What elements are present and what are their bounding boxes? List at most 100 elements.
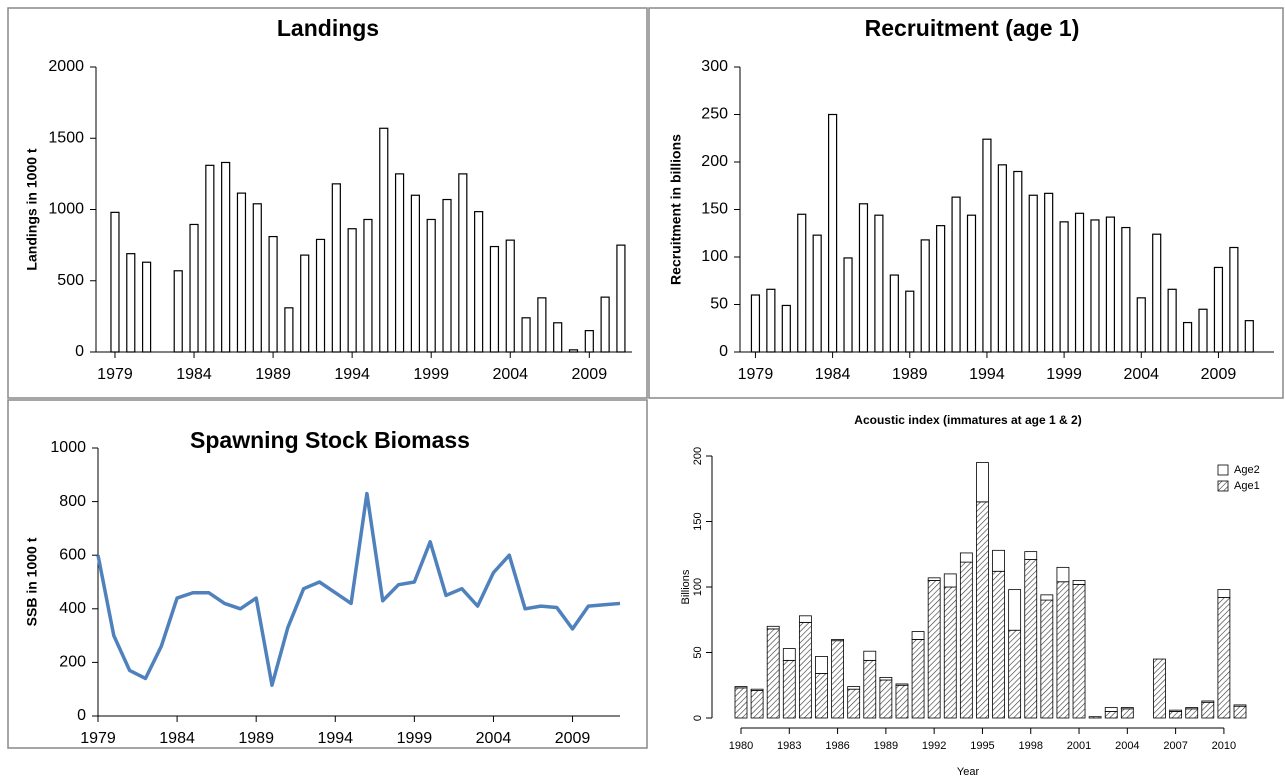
y-tick-label: 250 bbox=[701, 106, 728, 123]
bar bbox=[997, 164, 1007, 353]
bar-segment bbox=[879, 679, 893, 719]
bar-segment bbox=[1024, 559, 1038, 719]
bar bbox=[812, 234, 822, 353]
bar bbox=[141, 261, 152, 353]
bar bbox=[284, 307, 294, 353]
y-tick-label: 0 bbox=[719, 343, 728, 360]
x-tick-label: 1979 bbox=[97, 366, 133, 383]
bar-segment bbox=[1185, 707, 1199, 710]
bar bbox=[331, 183, 341, 353]
bar bbox=[1013, 170, 1023, 353]
bar-segment bbox=[943, 573, 957, 588]
x-tick-label: 2004 bbox=[476, 730, 512, 747]
bar-segment bbox=[766, 628, 780, 719]
bar bbox=[797, 213, 807, 353]
x-tick-label: 1999 bbox=[413, 366, 449, 383]
bar bbox=[584, 330, 594, 353]
bar bbox=[750, 294, 761, 353]
bar-segment bbox=[1072, 583, 1086, 719]
bar-segment bbox=[927, 580, 941, 719]
x-tick-label: 2004 bbox=[492, 366, 528, 383]
bar-segment bbox=[798, 615, 812, 623]
bar bbox=[410, 194, 420, 353]
x-tick-label: 1995 bbox=[970, 740, 994, 752]
x-tick-label: 1999 bbox=[397, 730, 433, 747]
bar bbox=[474, 211, 484, 353]
bar bbox=[828, 113, 838, 353]
bar bbox=[905, 290, 915, 353]
panel-frame bbox=[648, 7, 1284, 399]
bar-segment bbox=[1008, 629, 1022, 719]
x-tick-label: 1992 bbox=[922, 740, 946, 752]
bar-segment bbox=[847, 688, 861, 719]
bar-segment bbox=[863, 659, 877, 719]
bar-segment bbox=[1120, 707, 1134, 710]
y-axis-label: Billions bbox=[680, 569, 692, 604]
x-tick-label: 1984 bbox=[159, 730, 195, 747]
bar-segment bbox=[976, 462, 989, 503]
x-tick-label: 1989 bbox=[255, 366, 291, 383]
y-tick-label: 200 bbox=[59, 654, 86, 671]
x-tick-label: 2009 bbox=[555, 730, 591, 747]
bar-segment bbox=[1217, 589, 1231, 598]
bar bbox=[1028, 194, 1038, 353]
bar-segment bbox=[927, 577, 941, 581]
bar bbox=[781, 304, 791, 353]
bar bbox=[1229, 246, 1239, 353]
bar bbox=[568, 349, 579, 353]
bar-segment bbox=[911, 639, 925, 719]
bar-segment bbox=[1040, 599, 1054, 719]
chart-title: Landings bbox=[277, 15, 379, 41]
x-tick-label: 1979 bbox=[738, 366, 774, 383]
bar bbox=[951, 196, 961, 353]
bar-segment bbox=[895, 683, 909, 686]
bar bbox=[205, 164, 215, 353]
y-tick-label: 200 bbox=[701, 153, 728, 170]
bar bbox=[1121, 226, 1131, 353]
bar-segment bbox=[1153, 658, 1166, 719]
bar bbox=[489, 245, 500, 353]
x-tick-label: 2007 bbox=[1163, 740, 1187, 752]
bar bbox=[858, 203, 869, 353]
y-tick-label: 1500 bbox=[48, 129, 84, 146]
bar bbox=[126, 253, 136, 353]
x-tick-label: 2004 bbox=[1123, 366, 1159, 383]
legend-swatch bbox=[1217, 464, 1229, 476]
bar bbox=[616, 244, 626, 353]
x-tick-label: 1998 bbox=[1018, 740, 1042, 752]
bar-segment bbox=[1056, 566, 1070, 583]
bar bbox=[889, 274, 899, 353]
y-tick-label: 400 bbox=[59, 600, 86, 617]
bar-segment bbox=[1120, 708, 1134, 719]
bar bbox=[1167, 288, 1177, 353]
x-tick-label: 1986 bbox=[825, 740, 849, 752]
y-tick-label: 100 bbox=[692, 578, 704, 596]
x-tick-label: 1980 bbox=[729, 740, 753, 752]
bar bbox=[236, 192, 247, 353]
y-axis-label: Recruitment in billions bbox=[668, 134, 684, 285]
y-tick-label: 0 bbox=[75, 343, 84, 360]
panel-frame bbox=[7, 399, 648, 749]
bar-segment bbox=[847, 686, 861, 690]
bar bbox=[110, 211, 120, 353]
line bbox=[96, 491, 621, 687]
bar-segment bbox=[992, 570, 1005, 719]
y-tick-label: 1000 bbox=[48, 201, 84, 218]
bar-segment bbox=[895, 684, 909, 719]
bar-segment bbox=[782, 659, 796, 719]
bar bbox=[426, 218, 436, 353]
bar bbox=[505, 239, 515, 353]
bar bbox=[458, 173, 468, 353]
x-tick-label: 2009 bbox=[572, 366, 608, 383]
bar-segment bbox=[1024, 551, 1038, 560]
bar-segment bbox=[1185, 708, 1199, 719]
y-tick-label: 500 bbox=[57, 272, 84, 289]
chart-title: Recruitment (age 1) bbox=[865, 15, 1080, 41]
y-tick-label: 0 bbox=[692, 715, 704, 721]
y-tick-label: 100 bbox=[701, 248, 728, 265]
bar-segment bbox=[831, 640, 844, 719]
x-tick-label: 2001 bbox=[1067, 740, 1091, 752]
y-tick-label: 2000 bbox=[48, 58, 84, 75]
bar bbox=[189, 223, 199, 353]
x-tick-label: 1994 bbox=[969, 366, 1005, 383]
